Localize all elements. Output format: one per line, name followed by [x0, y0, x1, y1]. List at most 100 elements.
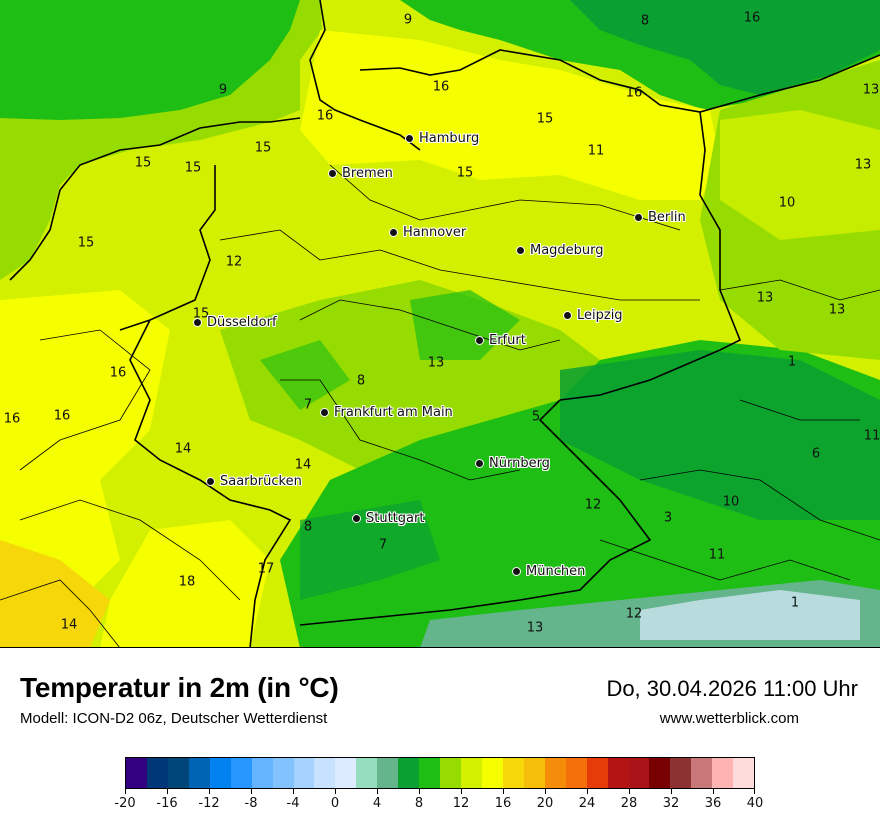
city-dot-icon [512, 567, 521, 576]
colorbar-segment [335, 758, 357, 788]
colorbar-tick-label: 12 [452, 796, 470, 811]
colorbar-segment [565, 758, 587, 788]
website-link[interactable]: www.wetterblick.com [659, 710, 799, 727]
city-dot-icon [352, 514, 361, 523]
temperature-value-label: 16 [625, 85, 643, 101]
map-background [0, 0, 880, 647]
colorbar-tick-label: -16 [156, 796, 178, 811]
temperature-value-label: 13 [828, 302, 846, 318]
temperature-value-label: 13 [427, 355, 445, 371]
temperature-value-label: 16 [3, 411, 21, 427]
city-name: Nürnberg [489, 456, 550, 471]
city-marker: München [512, 564, 585, 579]
temperature-colorbar [125, 757, 755, 789]
city-marker: Stuttgart [352, 511, 424, 526]
colorbar-tick-label: -8 [244, 796, 258, 811]
colorbar-tick-mark [713, 789, 714, 794]
colorbar-segment [628, 758, 650, 788]
temperature-value-label: 15 [536, 111, 554, 127]
temperature-value-label: 16 [432, 79, 450, 95]
city-marker: Hannover [389, 225, 466, 240]
colorbar-tick-label: -12 [198, 796, 220, 811]
colorbar-segment [188, 758, 210, 788]
city-name: München [526, 564, 586, 579]
colorbar-tick-label: -20 [114, 796, 136, 811]
colorbar-tick-mark [419, 789, 420, 794]
city-name: Frankfurt am Main [334, 405, 453, 420]
city-marker: Erfurt [475, 333, 526, 348]
temperature-value-label: 16 [109, 365, 127, 381]
city-dot-icon [563, 311, 572, 320]
temperature-value-label: 7 [378, 537, 388, 553]
temperature-value-label: 8 [640, 13, 650, 29]
colorbar-segment [440, 758, 461, 788]
colorbar-segment [419, 758, 441, 788]
city-dot-icon [516, 246, 525, 255]
colorbar-segment [251, 758, 273, 788]
temperature-value-label: 13 [756, 290, 774, 306]
colorbar-segment [126, 758, 147, 788]
city-name: Hamburg [419, 131, 480, 146]
colorbar-tick-mark [754, 789, 755, 794]
temperature-value-label: 17 [257, 561, 275, 577]
city-name: Hannover [403, 225, 467, 240]
colorbar-tick-mark [167, 789, 168, 794]
city-marker: Düsseldorf [193, 315, 277, 330]
city-name: Magdeburg [530, 243, 604, 258]
colorbar-tick-label: 0 [330, 796, 340, 811]
city-name: Berlin [648, 210, 686, 225]
temperature-value-label: 1 [787, 354, 797, 370]
colorbar-tick-label: 28 [620, 796, 638, 811]
colorbar-tick-label: 24 [578, 796, 596, 811]
temperature-value-label: 7 [303, 397, 313, 413]
city-dot-icon [389, 228, 398, 237]
city-dot-icon [475, 336, 484, 345]
colorbar-tick-mark [461, 789, 462, 794]
temperature-value-label: 10 [722, 494, 740, 510]
colorbar-segment [377, 758, 399, 788]
colorbar-segment [649, 758, 671, 788]
city-marker: Magdeburg [516, 243, 604, 258]
map-title: Temperatur in 2m (in °C) [20, 672, 339, 703]
temperature-value-label: 11 [587, 143, 605, 159]
city-name: Leipzig [577, 308, 623, 323]
city-name: Erfurt [489, 333, 526, 348]
city-marker: Frankfurt am Main [320, 405, 453, 420]
colorbar-tick-label: 8 [414, 796, 424, 811]
temperature-value-label: 12 [584, 497, 602, 513]
city-dot-icon [328, 169, 337, 178]
city-marker: Nürnberg [475, 456, 550, 471]
colorbar-tick-mark [545, 789, 546, 794]
colorbar-segment [586, 758, 608, 788]
city-dot-icon [405, 134, 414, 143]
temperature-value-label: 16 [53, 408, 71, 424]
colorbar-segment [167, 758, 189, 788]
colorbar-tick-mark [671, 789, 672, 794]
colorbar-tick-mark [251, 789, 252, 794]
colorbar-tick-label: 40 [746, 796, 764, 811]
city-name: Bremen [342, 166, 393, 181]
colorbar-segment [523, 758, 545, 788]
city-dot-icon [475, 459, 484, 468]
temperature-value-label: 6 [811, 446, 821, 462]
temperature-value-label: 15 [456, 165, 474, 181]
city-marker: Leipzig [563, 308, 623, 323]
temperature-value-label: 15 [192, 306, 210, 322]
temperature-value-label: 8 [356, 373, 366, 389]
temperature-value-label: 14 [60, 617, 78, 633]
city-name: Düsseldorf [207, 315, 277, 330]
colorbar-segment [314, 758, 336, 788]
colorbar-tick-mark [125, 789, 126, 794]
temperature-value-label: 13 [854, 157, 872, 173]
colorbar-segment [712, 758, 734, 788]
colorbar-segment [733, 758, 755, 788]
colorbar-tick-label: 4 [372, 796, 382, 811]
city-marker: Saarbrücken [206, 474, 302, 489]
temperature-value-label: 16 [316, 108, 334, 124]
colorbar-segment [398, 758, 420, 788]
temperature-value-label: 13 [862, 82, 880, 98]
city-dot-icon [320, 408, 329, 417]
city-marker: Hamburg [405, 131, 479, 146]
colorbar-segment [691, 758, 713, 788]
city-marker: Berlin [634, 210, 686, 225]
